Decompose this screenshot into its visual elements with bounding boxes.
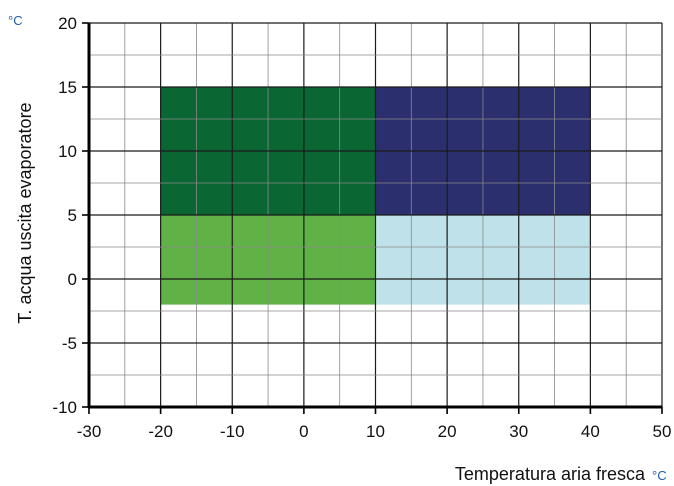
x-unit-label: °C	[652, 468, 667, 483]
x-tick-label: 20	[438, 422, 457, 441]
y-tick-label: 10	[58, 142, 77, 161]
x-tick-label: 50	[653, 422, 672, 441]
y-unit-label: °C	[8, 13, 23, 28]
y-tick-label: 0	[68, 270, 77, 289]
y-tick-label: -10	[52, 398, 77, 417]
x-axis-title: Temperatura aria fresca	[455, 464, 646, 484]
y-tick-label: 5	[68, 206, 77, 225]
y-tick-label: 20	[58, 14, 77, 33]
y-axis-title: T. acqua uscita evaporatore	[15, 102, 35, 323]
x-tick-label: 40	[581, 422, 600, 441]
y-tick-label: -5	[62, 334, 77, 353]
x-tick-label: -30	[77, 422, 102, 441]
x-tick-label: -20	[148, 422, 173, 441]
x-tick-label: 30	[509, 422, 528, 441]
y-tick-label: 15	[58, 78, 77, 97]
grid-layer	[88, 22, 663, 408]
tick-labels-layer: -30 -20 -10 0 10 20 30 40 50 -10 -5 0 5 10 15 20	[52, 14, 671, 441]
x-tick-label: 0	[299, 422, 308, 441]
x-tick-label: -10	[220, 422, 245, 441]
x-tick-label: 10	[366, 422, 385, 441]
